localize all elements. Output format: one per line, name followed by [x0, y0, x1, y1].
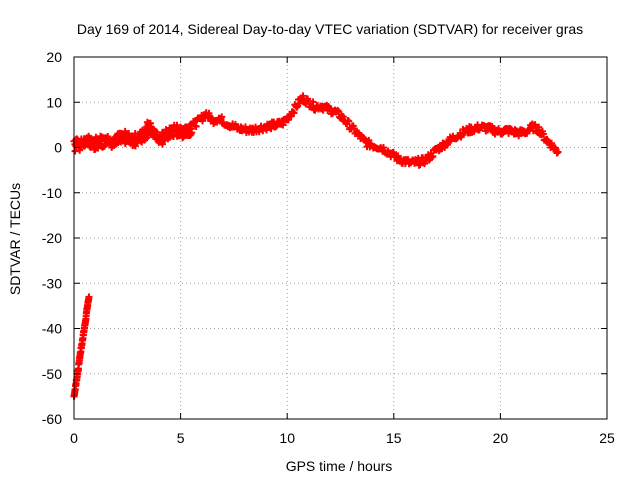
x-tick-label: 25 [599, 430, 615, 446]
chart-title: Day 169 of 2014, Sidereal Day-to-day VTE… [77, 21, 583, 37]
data-point [299, 92, 307, 100]
data-point [539, 130, 547, 138]
x-tick-label: 15 [386, 430, 402, 446]
data-point [429, 152, 437, 160]
data-point [345, 117, 353, 125]
data-point [188, 129, 196, 137]
y-tick-label: -50 [42, 366, 62, 382]
data-point [143, 134, 151, 142]
y-tick-label: -40 [42, 321, 62, 337]
y-tick-label: -20 [42, 230, 62, 246]
data-point [290, 109, 298, 117]
data-point [365, 136, 373, 144]
data-point [267, 125, 275, 133]
y-tick-label: 10 [46, 94, 62, 110]
data-point [85, 293, 93, 301]
data-point [192, 123, 200, 131]
data-layer [70, 92, 562, 400]
data-point [309, 98, 317, 106]
y-tick-label: -10 [42, 185, 62, 201]
x-tick-label: 0 [70, 430, 78, 446]
x-tick-label: 10 [279, 430, 295, 446]
x-tick-label: 5 [177, 430, 185, 446]
y-tick-label: -60 [42, 411, 62, 427]
data-point [554, 148, 562, 156]
data-point [218, 113, 226, 121]
y-tick-label: 0 [54, 140, 62, 156]
x-tick-label: 20 [493, 430, 509, 446]
y-tick-label: -30 [42, 275, 62, 291]
y-tick-label: 20 [46, 49, 62, 65]
data-point [535, 123, 543, 131]
y-axis-label: SDTVAR / TECUs [7, 183, 23, 295]
data-point [531, 121, 539, 129]
tick-layer: 0 5 10 15 20 25 -60 -50 -40 -30 -20 -10 0 10 20 [42, 49, 615, 446]
x-axis-label: GPS time / hours [286, 458, 393, 474]
